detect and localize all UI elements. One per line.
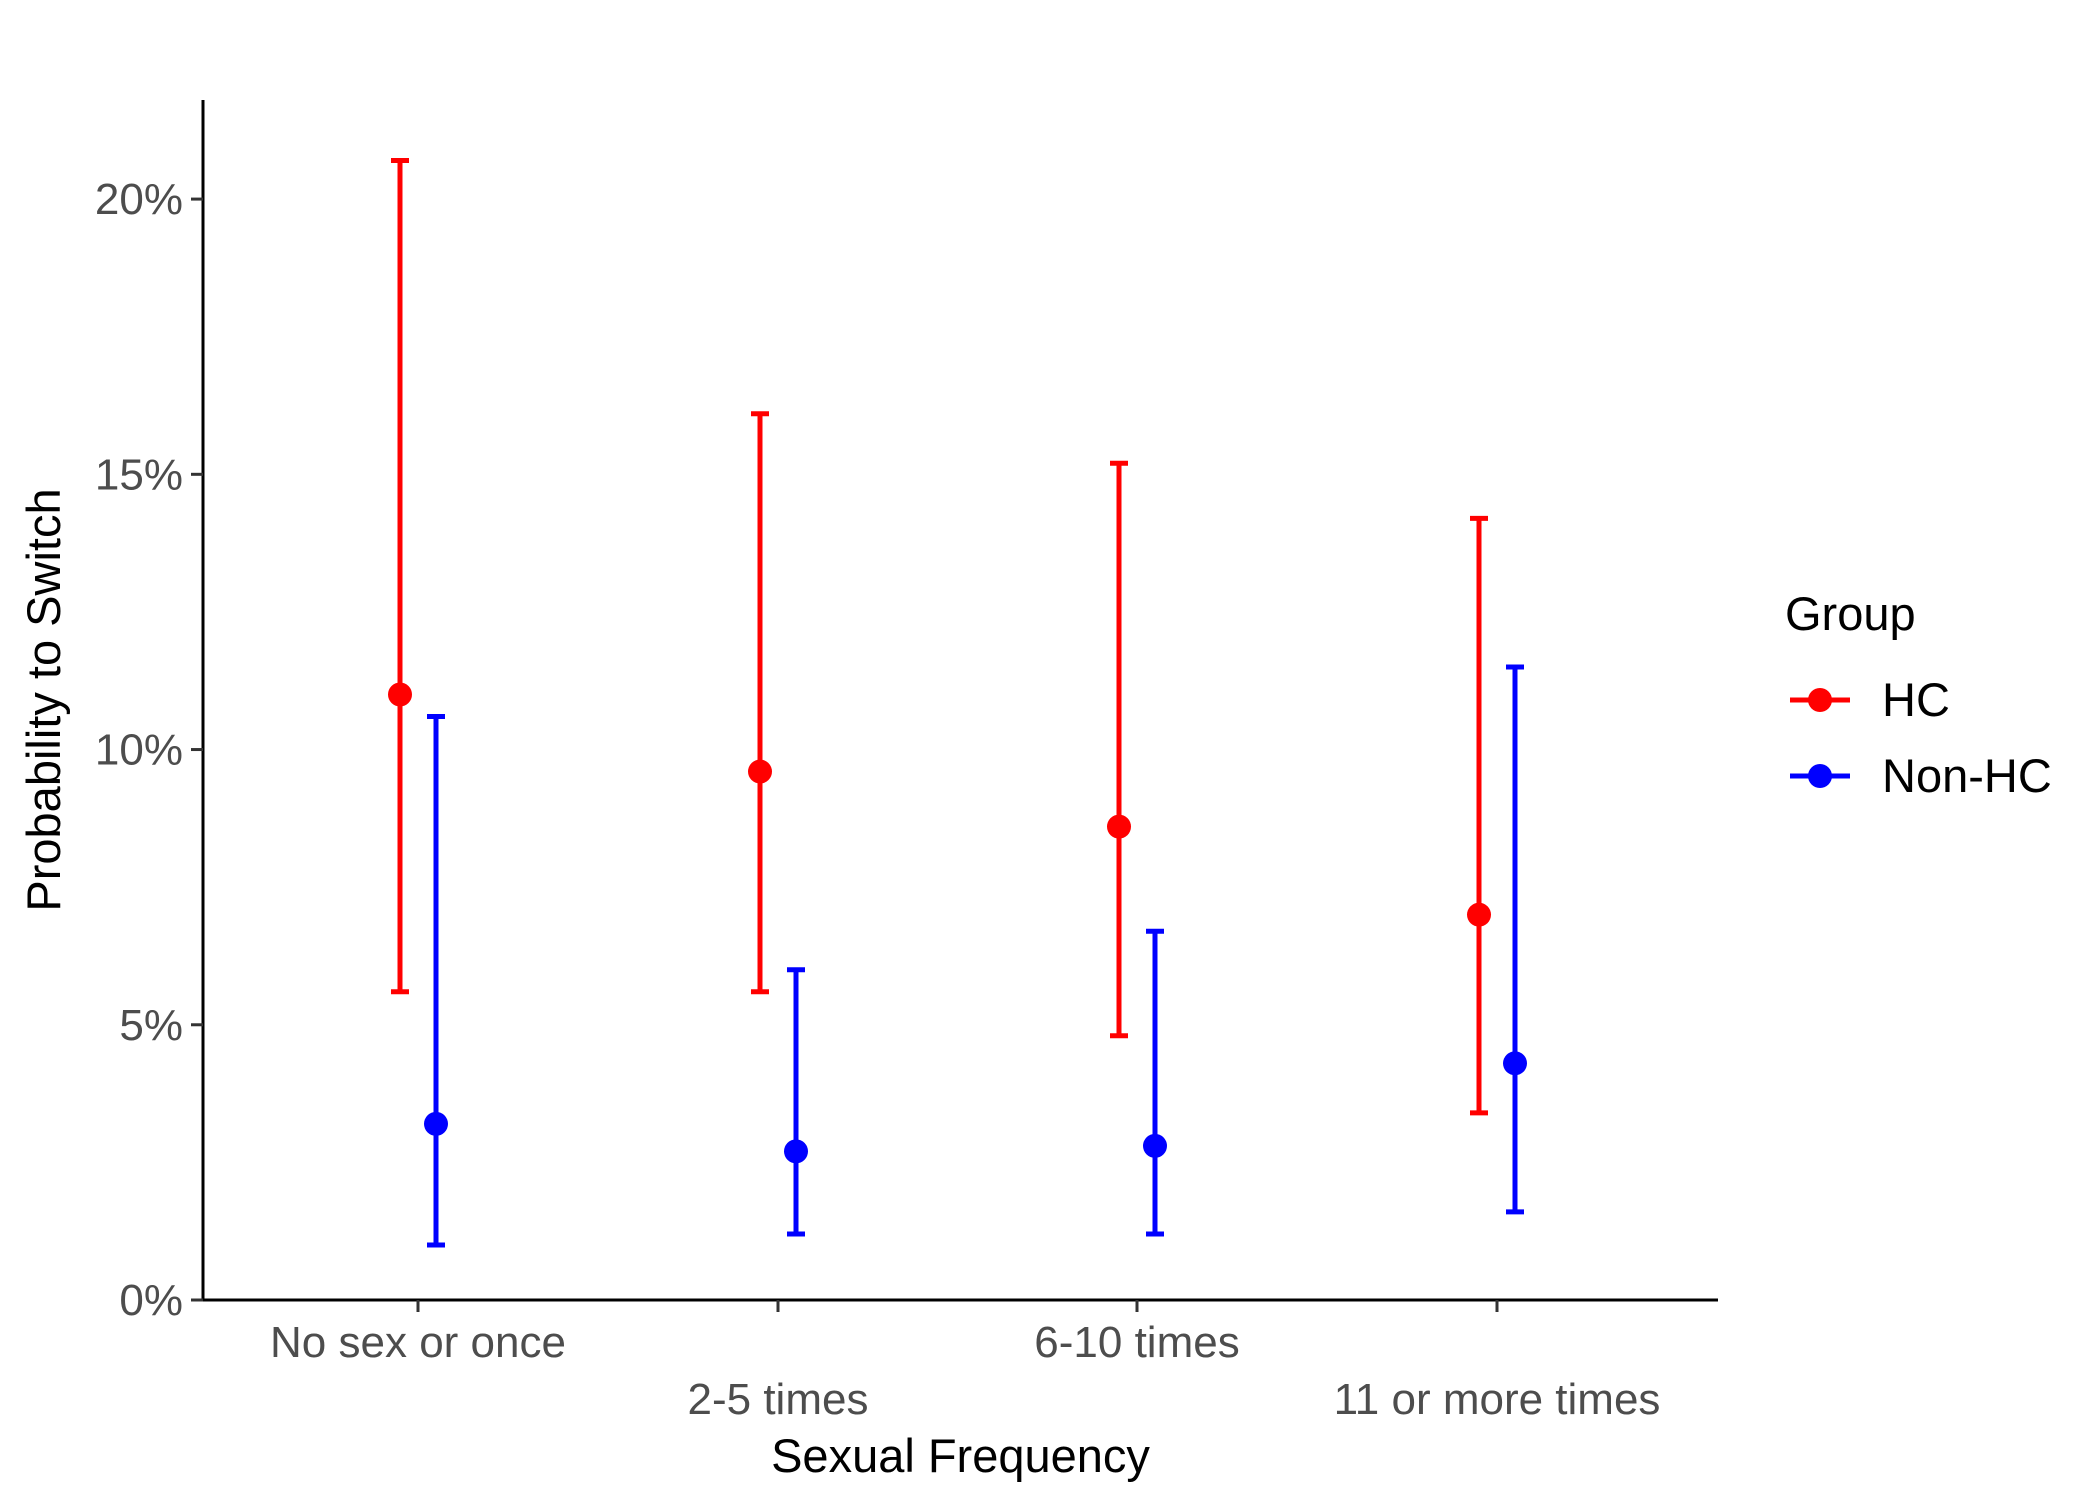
errorbar-hc [751, 411, 769, 995]
legend-key-point-non-hc [1808, 764, 1832, 788]
errorbar-non-hc [1146, 928, 1164, 1237]
point-non-hc [1503, 1051, 1527, 1076]
y-tick-label: 15% [95, 450, 183, 499]
x-tick-label: No sex or once [270, 1318, 566, 1367]
y-tick-label: 20% [95, 175, 183, 224]
point-non-hc [424, 1111, 448, 1136]
errorbar-hc [1110, 460, 1128, 1039]
point-hc [388, 682, 412, 707]
errorbar-hc [391, 158, 409, 995]
y-axis-title: Probability to Switch [17, 488, 70, 911]
y-tick-label: 10% [95, 726, 183, 775]
x-tick-label: 11 or more times [1334, 1375, 1661, 1424]
point-hc [748, 759, 772, 784]
legend-title: Group [1785, 587, 1916, 640]
x-axis: No sex or once 2-5 times 6-10 times 11 or m… [203, 1298, 1718, 1424]
point-hc [1467, 902, 1491, 927]
errorbar-non-hc [787, 967, 805, 1237]
errorbar-non-hc [1506, 664, 1524, 1215]
legend-label-hc: HC [1882, 673, 1950, 726]
series-layer [388, 158, 1527, 1248]
y-axis: 0% 5% 10% 15% 20% [95, 100, 205, 1325]
y-tick-label: 5% [119, 1001, 183, 1050]
errorbar-non-hc [427, 714, 445, 1248]
errorbar-hc [1470, 515, 1488, 1116]
x-axis-title: Sexual Frequency [771, 1429, 1150, 1482]
point-non-hc [1143, 1133, 1167, 1158]
legend: Group HC Non-HC [1785, 587, 2052, 802]
x-tick-label: 2-5 times [688, 1375, 869, 1424]
legend-label-non-hc: Non-HC [1882, 749, 2052, 802]
point-non-hc [784, 1139, 808, 1164]
point-hc [1107, 814, 1131, 839]
legend-key-point-hc [1808, 688, 1832, 712]
y-tick-label: 0% [119, 1276, 183, 1325]
x-tick-label: 6-10 times [1034, 1318, 1239, 1367]
